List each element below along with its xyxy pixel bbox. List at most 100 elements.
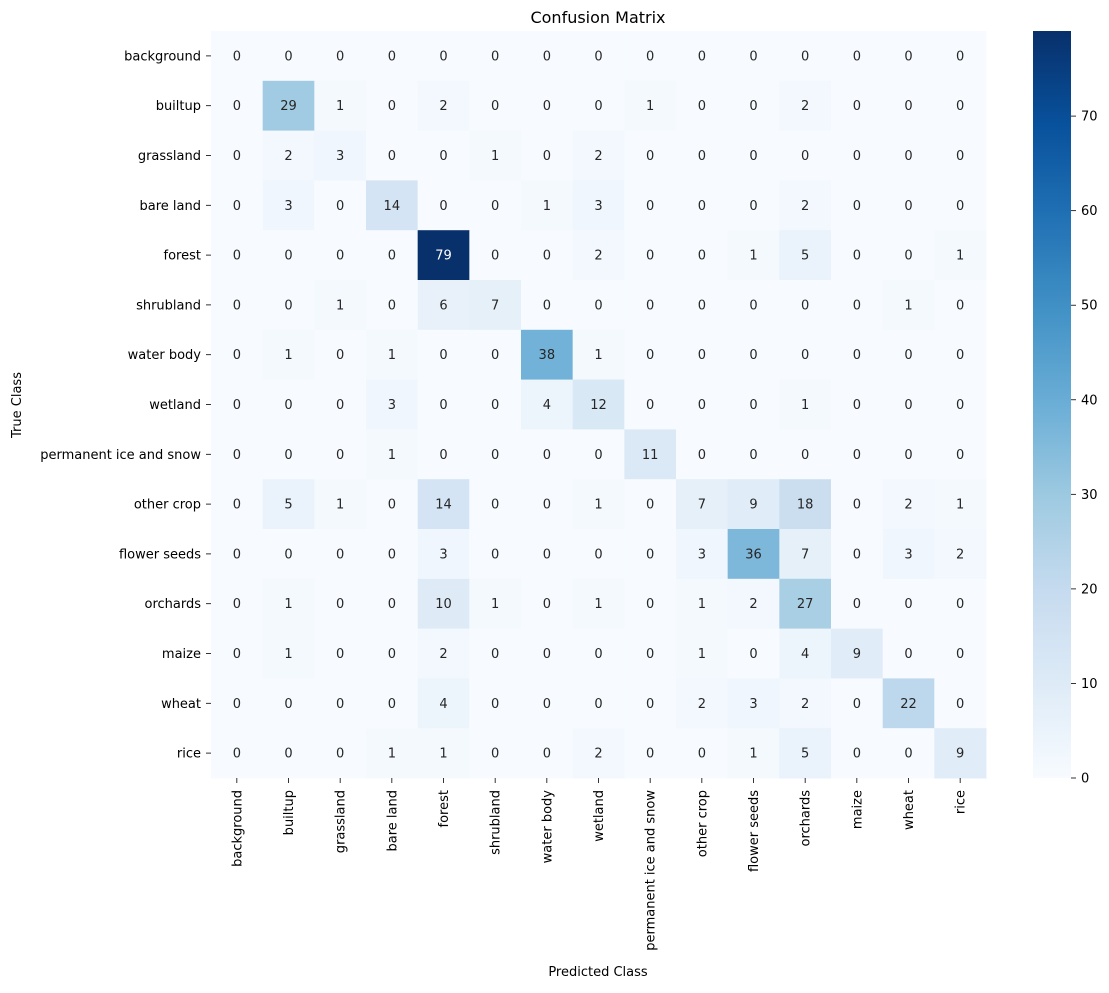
heatmap-cell: [624, 329, 677, 381]
heatmap-cell: [831, 31, 884, 82]
y-tick-label: orchards: [144, 597, 201, 612]
cell-value-label: 1: [284, 597, 292, 612]
cell-value-label: 0: [749, 49, 757, 64]
heatmap-cell: [262, 31, 315, 82]
heatmap-cell: [934, 280, 987, 331]
cell-value-label: 0: [956, 448, 964, 463]
cell-value-label: 2: [749, 597, 757, 612]
heatmap-cell: [366, 529, 419, 580]
cell-value-label: 1: [439, 747, 447, 762]
cell-value-label: 0: [853, 249, 861, 264]
heatmap-cell: [727, 31, 780, 82]
heatmap-cell: [572, 180, 625, 231]
heatmap-cell: [727, 280, 780, 331]
heatmap-cell: [314, 180, 367, 231]
cell-value-label: 0: [543, 99, 551, 114]
cell-value-label: 0: [749, 99, 757, 114]
heatmap-cell: [262, 529, 315, 580]
heatmap-cell-labels: 0 0 0 0 0 0 0 0 0 0 0 0 0 0 00 29 1 0 2 0 0 0 1 0 0 2 0 0 00 2 3 0 0 1 0 2 0…: [233, 49, 965, 761]
heatmap-cell: [366, 628, 419, 679]
heatmap-cell: [624, 130, 677, 181]
cell-value-label: 4: [801, 647, 809, 662]
heatmap-cell: [417, 31, 470, 82]
cell-value-label: 0: [646, 199, 654, 214]
cell-value-label: 0: [904, 448, 912, 463]
cell-value-label: 0: [749, 348, 757, 363]
cell-value-label: 0: [594, 448, 602, 463]
heatmap-cell: [676, 678, 729, 729]
x-tick-label: other crop: [695, 790, 710, 857]
heatmap-cell: [521, 130, 574, 181]
cell-value-label: 2: [284, 149, 292, 164]
heatmap-cell: [727, 479, 780, 530]
heatmap-cell: [676, 280, 729, 331]
cell-value-label: 2: [956, 547, 964, 562]
heatmap-cell: [779, 230, 832, 281]
heatmap-cell: [366, 180, 419, 231]
heatmap-cell: [934, 578, 987, 630]
cell-value-label: 0: [388, 298, 396, 313]
heatmap-cell: [262, 230, 315, 281]
cell-value-label: 79: [435, 249, 452, 264]
cell-value-label: 5: [801, 747, 809, 762]
cell-value-label: 6: [439, 298, 447, 313]
cell-value-label: 0: [853, 298, 861, 313]
cell-value-label: 1: [956, 498, 964, 513]
cell-value-label: 0: [801, 298, 809, 313]
heatmap-cell: [211, 230, 264, 281]
heatmap-cell: [572, 329, 625, 381]
cell-value-label: 0: [956, 199, 964, 214]
heatmap-cell: [882, 529, 935, 580]
heatmap-cell: [262, 379, 315, 430]
heatmap-cell: [882, 130, 935, 181]
x-tick-label: rice: [954, 790, 969, 814]
heatmap-cell: [831, 578, 884, 630]
x-axis-ticks: background builtup grassland bare land fores…: [230, 778, 969, 951]
heatmap-cell: [676, 578, 729, 630]
heatmap-cell: [211, 379, 264, 430]
heatmap-cell: [572, 230, 625, 281]
cell-value-label: 22: [900, 697, 917, 712]
heatmap-cell: [727, 130, 780, 181]
heatmap-cell: [676, 429, 729, 480]
heatmap-cell: [521, 280, 574, 331]
heatmap-cell: [314, 379, 367, 430]
cell-value-label: 0: [233, 448, 241, 463]
cell-value-label: 0: [233, 647, 241, 662]
cell-value-label: 1: [801, 398, 809, 413]
heatmap-cell: [417, 180, 470, 231]
heatmap-cell: [262, 678, 315, 729]
heatmap-cell: [314, 80, 367, 132]
cell-value-label: 0: [698, 49, 706, 64]
heatmap-cell: [727, 180, 780, 231]
x-tick-label: shrubland: [489, 790, 504, 855]
cell-value-label: 0: [904, 348, 912, 363]
cell-value-label: 3: [388, 398, 396, 413]
heatmap-cell: [831, 80, 884, 132]
cell-value-label: 0: [956, 49, 964, 64]
y-tick-label: water body: [128, 348, 202, 363]
cell-value-label: 1: [956, 249, 964, 264]
heatmap-cell: [314, 31, 367, 82]
cell-value-label: 1: [388, 348, 396, 363]
heatmap-cell: [314, 678, 367, 729]
cell-value-label: 29: [280, 99, 297, 114]
heatmap-cell: [521, 80, 574, 132]
heatmap-cell: [572, 130, 625, 181]
heatmap-cell: [882, 578, 935, 630]
cell-value-label: 0: [439, 149, 447, 164]
cell-value-label: 0: [698, 149, 706, 164]
heatmap-cell: [262, 628, 315, 679]
cell-value-label: 0: [388, 149, 396, 164]
cell-value-label: 2: [904, 498, 912, 513]
cell-value-label: 1: [698, 647, 706, 662]
y-tick-label: background: [124, 49, 201, 64]
cell-value-label: 0: [646, 597, 654, 612]
heatmap-cell: [366, 31, 419, 82]
heatmap-cell: [572, 479, 625, 530]
heatmap-cell: [521, 479, 574, 530]
heatmap-cell: [727, 678, 780, 729]
heatmap-cell: [624, 429, 677, 480]
cell-value-label: 0: [904, 149, 912, 164]
heatmap-cell: [934, 479, 987, 530]
